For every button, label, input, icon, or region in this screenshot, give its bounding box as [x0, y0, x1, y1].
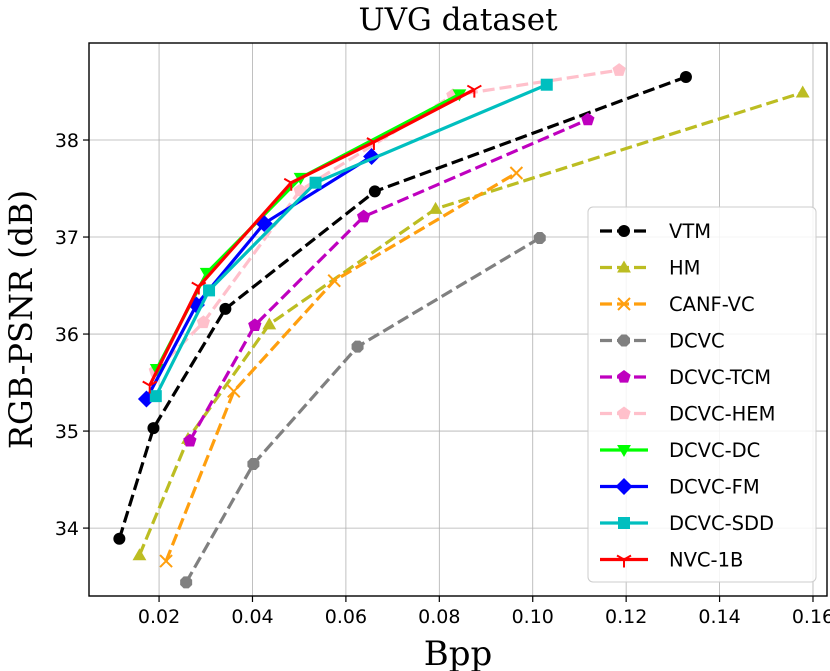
- legend-label: DCVC-SDD: [669, 512, 774, 535]
- x-tick-label: 0.16: [792, 606, 830, 628]
- series-layer: [113, 63, 810, 589]
- legend-label: HM: [669, 257, 701, 280]
- data-point-nvc-1b: [466, 84, 482, 98]
- data-point-canf-vc: [227, 384, 241, 399]
- data-point-dcvc-hem: [612, 63, 626, 76]
- x-tick-label: 0.10: [512, 606, 554, 628]
- data-point-vtm: [368, 185, 381, 198]
- data-point-dcvc-sdd: [540, 78, 553, 91]
- series-dcvc-tcm: [183, 112, 595, 447]
- series-line-dcvc-fm: [145, 155, 373, 400]
- data-point-vtm: [147, 422, 160, 435]
- data-point-nvc-1b: [142, 380, 158, 394]
- y-axis-label: RGB-PSNR (dB): [2, 190, 40, 449]
- series-hm: [132, 85, 810, 561]
- data-point-dcvc: [351, 340, 364, 353]
- legend-item-dcvc-tcm: DCVC-TCM: [600, 366, 771, 389]
- legend-marker: [617, 297, 631, 311]
- data-point-dcvc-tcm: [356, 209, 371, 223]
- data-point-hm: [132, 548, 147, 561]
- y-tick-label: 36: [55, 324, 79, 346]
- data-point-dcvc-hem: [196, 315, 211, 329]
- data-point-dcvc: [180, 576, 193, 589]
- data-point-hm: [428, 201, 443, 214]
- series-nvc-1b: [142, 84, 482, 394]
- chart-title: UVG dataset: [358, 2, 558, 38]
- data-point-canf-vc: [327, 273, 341, 288]
- legend-label: DCVC-FM: [669, 476, 760, 499]
- legend-item-dcvc: DCVC: [600, 330, 725, 353]
- legend-item-vtm: VTM: [600, 220, 711, 243]
- data-point-vtm: [219, 302, 232, 315]
- data-point-dcvc-dc: [199, 267, 214, 280]
- legend-label: NVC-1B: [669, 549, 743, 572]
- legend: VTM HM CANF-VC DCVC DCVC-TCM DCVC-HEM DCVC-DC D…: [587, 206, 817, 583]
- data-point-hm: [262, 317, 277, 330]
- x-tick-label: 0.12: [605, 606, 647, 628]
- legend-marker: [615, 478, 633, 495]
- data-point-dcvc-tcm: [581, 112, 595, 126]
- x-tick-label: 0.14: [698, 606, 740, 628]
- x-axis-label: Bpp: [424, 634, 493, 671]
- x-tick-label: 0.08: [418, 606, 460, 628]
- y-tick-label: 34: [55, 518, 79, 540]
- legend-label: DCVC: [669, 330, 725, 353]
- data-point-nvc-1b: [283, 177, 299, 191]
- y-tick-label: 37: [55, 227, 79, 249]
- y-tick-label: 38: [55, 130, 79, 152]
- legend-marker: [617, 334, 631, 347]
- data-point-nvc-1b: [366, 137, 382, 150]
- data-point-dcvc: [533, 232, 546, 245]
- legend-item-dcvc-sdd: DCVC-SDD: [600, 512, 774, 535]
- legend-marker: [617, 406, 631, 420]
- series-line-dcvc-tcm: [188, 118, 589, 442]
- legend-marker: [617, 260, 631, 273]
- data-point-dcvc-tcm: [183, 433, 197, 447]
- tick-layer: 0.02 0.04 0.06 0.08 0.10 0.12 0.14 0.16 34 35 36 37…: [55, 130, 830, 628]
- legend-marker: [617, 445, 631, 457]
- data-point-dcvc-sdd: [149, 390, 162, 403]
- plot-frame: [88, 42, 828, 597]
- data-point-nvc-1b: [191, 281, 207, 295]
- series-canf-vc: [159, 166, 524, 568]
- legend-label: VTM: [669, 220, 711, 243]
- legend-box: [587, 206, 817, 583]
- legend-item-canf-vc: CANF-VC: [600, 293, 755, 316]
- legend-label: DCVC-HEM: [669, 403, 775, 426]
- legend-item-dcvc-dc: DCVC-DC: [600, 439, 760, 462]
- series-vtm: [113, 70, 692, 545]
- data-point-canf-vc: [159, 554, 173, 568]
- legend-item-hm: HM: [600, 257, 701, 280]
- data-point-dcvc-tcm: [248, 318, 262, 331]
- series-line-canf-vc: [164, 171, 518, 562]
- series-line-dcvc-sdd: [154, 83, 548, 397]
- data-point-vtm: [113, 532, 126, 545]
- x-tick-label: 0.04: [231, 606, 273, 628]
- y-tick-label: 35: [55, 421, 79, 443]
- series-dcvc: [180, 232, 546, 589]
- legend-marker: [617, 370, 631, 383]
- legend-marker: [618, 225, 630, 237]
- data-point-dcvc-sdd: [203, 284, 216, 297]
- legend-marker: [616, 554, 632, 568]
- legend-label: DCVC-DC: [669, 439, 760, 462]
- data-point-canf-vc: [509, 166, 524, 180]
- x-tick-label: 0.02: [138, 606, 180, 628]
- legend-item-dcvc-hem: DCVC-HEM: [600, 403, 775, 426]
- data-point-dcvc: [247, 458, 260, 471]
- legend-item-dcvc-fm: DCVC-FM: [600, 476, 760, 499]
- series-dcvc-sdd: [149, 78, 553, 403]
- series-line-dcvc: [184, 236, 541, 584]
- data-point-vtm: [679, 70, 692, 83]
- x-tick-label: 0.06: [325, 606, 367, 628]
- data-point-dcvc-dc: [452, 89, 467, 102]
- data-point-hm: [795, 85, 810, 98]
- legend-label: DCVC-TCM: [669, 366, 771, 389]
- legend-label: CANF-VC: [669, 293, 755, 316]
- data-point-dcvc-sdd: [309, 176, 322, 189]
- legend-item-nvc-1b: NVC-1B: [600, 549, 743, 572]
- legend-marker: [618, 517, 630, 529]
